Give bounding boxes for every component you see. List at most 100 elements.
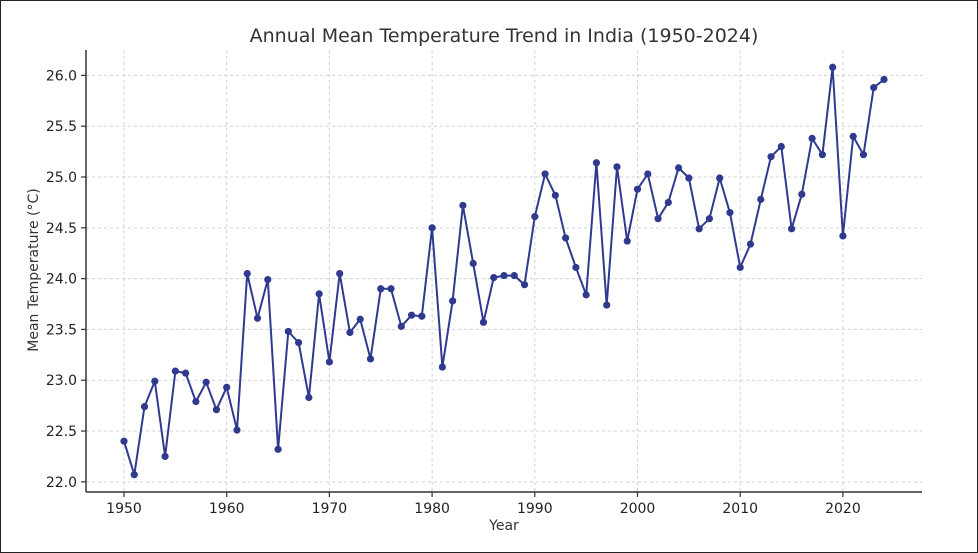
data-point bbox=[541, 170, 549, 178]
data-point bbox=[829, 63, 837, 71]
chart-title: Annual Mean Temperature Trend in India (… bbox=[250, 25, 759, 47]
data-point bbox=[664, 198, 672, 207]
data-point bbox=[233, 426, 241, 434]
data-point bbox=[377, 285, 385, 293]
data-point bbox=[182, 369, 190, 377]
data-point bbox=[695, 225, 703, 233]
data-point bbox=[438, 363, 446, 371]
data-point bbox=[192, 397, 200, 406]
data-point bbox=[623, 237, 631, 245]
y-tick-label: 23.5 bbox=[46, 322, 77, 338]
x-tick-label: 1950 bbox=[106, 501, 142, 517]
data-point bbox=[777, 142, 785, 151]
data-point bbox=[808, 134, 816, 142]
data-point bbox=[859, 151, 868, 159]
x-axis-label: Year bbox=[488, 518, 519, 534]
data-point bbox=[500, 271, 508, 280]
data-point bbox=[716, 174, 724, 182]
data-point bbox=[428, 224, 436, 232]
data-point bbox=[325, 358, 334, 366]
data-point bbox=[736, 263, 744, 272]
data-point bbox=[849, 132, 857, 140]
y-tick-label: 25.0 bbox=[46, 170, 77, 186]
data-point bbox=[202, 378, 210, 386]
x-tick-label: 1980 bbox=[414, 501, 450, 517]
data-point bbox=[284, 327, 292, 336]
data-point bbox=[223, 383, 231, 391]
data-point bbox=[243, 269, 251, 278]
data-point bbox=[644, 170, 652, 178]
data-point bbox=[870, 83, 878, 92]
data-point bbox=[798, 190, 806, 198]
data-point bbox=[510, 271, 518, 280]
data-point bbox=[551, 191, 559, 199]
x-tick-label: 2010 bbox=[722, 501, 758, 517]
data-point bbox=[305, 393, 313, 402]
grid bbox=[86, 50, 922, 492]
data-point bbox=[130, 471, 138, 479]
data-point bbox=[582, 291, 590, 299]
data-point bbox=[407, 311, 416, 319]
data-point bbox=[274, 445, 282, 453]
data-point bbox=[880, 75, 888, 84]
data-point bbox=[757, 195, 765, 203]
data-point bbox=[562, 234, 570, 242]
data-point bbox=[479, 318, 488, 326]
data-point bbox=[140, 403, 149, 411]
y-tick-label: 24.5 bbox=[46, 221, 77, 237]
x-tick-label: 2000 bbox=[620, 501, 656, 517]
data-point bbox=[253, 314, 262, 322]
y-tick-label: 23.0 bbox=[46, 373, 77, 389]
data-point bbox=[356, 315, 364, 323]
data-point bbox=[572, 263, 580, 272]
series-line bbox=[123, 66, 885, 476]
ticks: 1950 1960 1970 1980 1990 2000 2010 2020 22.0 22.5… bbox=[46, 68, 861, 517]
y-tick-label: 25.5 bbox=[46, 119, 77, 135]
data-point bbox=[346, 328, 354, 337]
axes bbox=[85, 50, 922, 493]
data-point bbox=[294, 339, 303, 347]
data-point bbox=[151, 377, 159, 385]
y-tick-label: 22.0 bbox=[46, 475, 77, 491]
data-point bbox=[685, 174, 693, 182]
data-point bbox=[161, 452, 169, 461]
data-point bbox=[705, 215, 714, 223]
data-point bbox=[418, 312, 426, 320]
data-point bbox=[449, 297, 457, 305]
data-point bbox=[787, 225, 796, 233]
y-axis-label: Mean Temperature (°C) bbox=[26, 188, 42, 351]
data-point bbox=[120, 437, 128, 445]
data-point bbox=[469, 259, 477, 267]
series-group bbox=[120, 63, 888, 479]
y-tick-label: 26.0 bbox=[46, 68, 77, 84]
data-point bbox=[613, 163, 621, 171]
data-point bbox=[818, 151, 826, 159]
data-point bbox=[171, 367, 179, 375]
data-point bbox=[264, 276, 272, 284]
data-point bbox=[459, 201, 467, 210]
y-tick-label: 22.5 bbox=[46, 424, 77, 440]
data-point bbox=[603, 301, 611, 309]
data-point bbox=[366, 355, 375, 363]
data-point bbox=[336, 269, 344, 278]
data-point bbox=[654, 215, 662, 223]
data-point bbox=[520, 281, 529, 289]
data-point bbox=[490, 274, 498, 282]
data-point bbox=[592, 159, 601, 167]
data-point bbox=[839, 232, 847, 240]
data-point bbox=[726, 208, 734, 217]
x-tick-label: 2020 bbox=[825, 501, 861, 517]
x-tick-label: 1970 bbox=[312, 501, 348, 517]
data-point bbox=[212, 406, 221, 414]
data-point bbox=[633, 185, 642, 193]
x-tick-label: 1990 bbox=[517, 501, 553, 517]
data-point bbox=[387, 285, 395, 293]
data-point bbox=[531, 213, 539, 221]
data-point bbox=[767, 153, 775, 161]
data-point bbox=[315, 290, 323, 298]
x-tick-label: 1960 bbox=[209, 501, 245, 517]
data-point bbox=[397, 322, 405, 330]
data-point bbox=[674, 164, 683, 172]
